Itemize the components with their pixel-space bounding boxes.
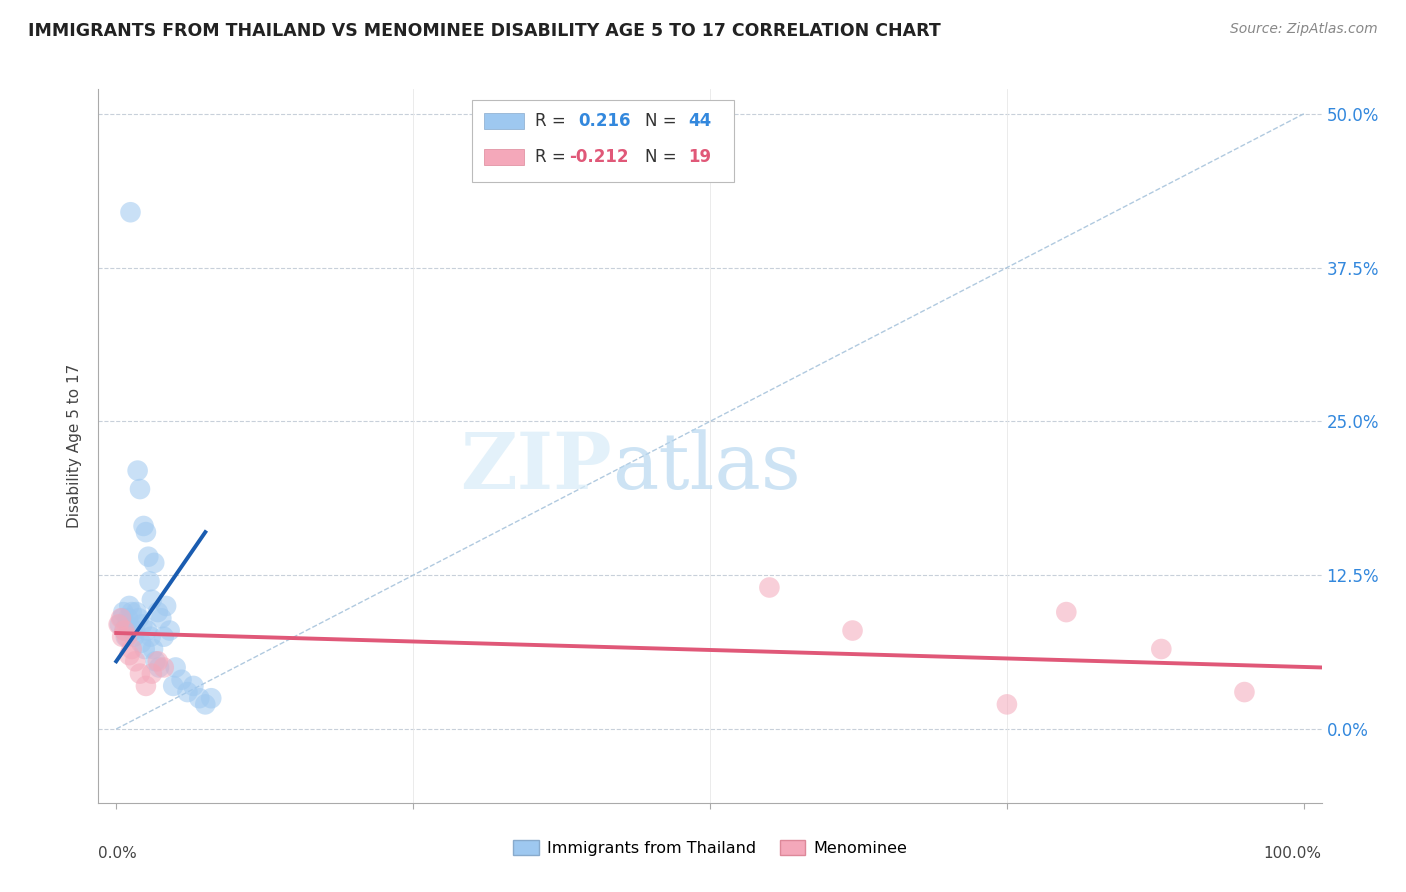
Point bbox=[114, 624, 136, 638]
Point bbox=[152, 630, 174, 644]
Text: IMMIGRANTS FROM THAILAND VS MENOMINEE DISABILITY AGE 5 TO 17 CORRELATION CHART: IMMIGRANTS FROM THAILAND VS MENOMINEE DI… bbox=[28, 22, 941, 40]
Point bbox=[995, 698, 1018, 712]
Point bbox=[162, 679, 184, 693]
Text: atlas: atlas bbox=[612, 430, 801, 505]
Point bbox=[131, 617, 153, 632]
Point bbox=[121, 624, 143, 638]
Point bbox=[135, 525, 157, 540]
Point bbox=[143, 556, 166, 570]
Point bbox=[114, 630, 136, 644]
Text: 44: 44 bbox=[688, 112, 711, 130]
Point bbox=[115, 630, 138, 644]
Point bbox=[200, 691, 222, 706]
Text: N =: N = bbox=[645, 148, 682, 166]
Point bbox=[112, 605, 135, 619]
Point bbox=[1054, 605, 1077, 619]
Point bbox=[1150, 642, 1173, 657]
Point bbox=[124, 624, 146, 638]
Point bbox=[152, 660, 174, 674]
Text: Source: ZipAtlas.com: Source: ZipAtlas.com bbox=[1230, 22, 1378, 37]
Point bbox=[146, 654, 169, 668]
Text: 19: 19 bbox=[688, 148, 711, 166]
Point bbox=[1233, 685, 1256, 699]
Text: ZIP: ZIP bbox=[461, 429, 612, 506]
Point bbox=[141, 592, 163, 607]
Text: R =: R = bbox=[536, 112, 571, 130]
Text: R =: R = bbox=[536, 148, 571, 166]
Point bbox=[121, 605, 143, 619]
Point bbox=[145, 654, 167, 668]
Point bbox=[117, 611, 139, 625]
Text: N =: N = bbox=[645, 112, 682, 130]
Point bbox=[111, 630, 134, 644]
Point bbox=[142, 642, 165, 657]
Point bbox=[127, 464, 149, 478]
Point bbox=[188, 691, 211, 706]
Point bbox=[176, 685, 198, 699]
Point bbox=[758, 581, 780, 595]
Point bbox=[122, 630, 145, 644]
Point bbox=[121, 642, 143, 657]
Point bbox=[150, 611, 173, 625]
Point bbox=[141, 666, 163, 681]
Point bbox=[136, 549, 159, 564]
Point bbox=[146, 605, 169, 619]
Point bbox=[115, 617, 138, 632]
Text: 100.0%: 100.0% bbox=[1264, 846, 1322, 861]
Point bbox=[194, 698, 217, 712]
Point bbox=[183, 679, 205, 693]
Point bbox=[155, 599, 177, 613]
Legend: Immigrants from Thailand, Menominee: Immigrants from Thailand, Menominee bbox=[506, 834, 914, 863]
Point bbox=[165, 660, 187, 674]
FancyBboxPatch shape bbox=[484, 149, 524, 165]
Point bbox=[129, 666, 152, 681]
Point bbox=[124, 654, 146, 668]
Point bbox=[135, 679, 157, 693]
Point bbox=[148, 660, 170, 674]
Point bbox=[118, 648, 141, 662]
Point bbox=[110, 611, 132, 625]
FancyBboxPatch shape bbox=[471, 100, 734, 182]
Point bbox=[170, 673, 193, 687]
Point bbox=[125, 605, 148, 619]
FancyBboxPatch shape bbox=[484, 113, 524, 129]
Y-axis label: Disability Age 5 to 17: Disability Age 5 to 17 bbox=[67, 364, 83, 528]
Point bbox=[159, 624, 181, 638]
Text: 0.0%: 0.0% bbox=[98, 846, 138, 861]
Text: -0.212: -0.212 bbox=[569, 148, 628, 166]
Point bbox=[841, 624, 863, 638]
Point bbox=[107, 617, 129, 632]
Point bbox=[139, 630, 162, 644]
Point bbox=[128, 611, 150, 625]
Point bbox=[118, 599, 141, 613]
Point bbox=[114, 624, 136, 638]
Text: 0.216: 0.216 bbox=[578, 112, 630, 130]
Point bbox=[129, 482, 152, 496]
Point bbox=[108, 617, 131, 632]
Point bbox=[111, 611, 134, 625]
Point bbox=[136, 624, 159, 638]
Point bbox=[120, 205, 142, 219]
Point bbox=[132, 519, 155, 533]
Point bbox=[129, 636, 152, 650]
Point bbox=[138, 574, 160, 589]
Point bbox=[134, 642, 156, 657]
